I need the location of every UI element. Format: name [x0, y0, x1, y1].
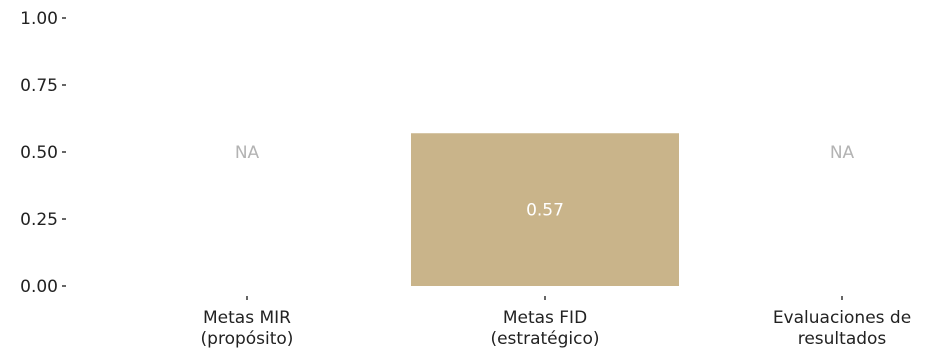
x-tick-label: Evaluaciones de resultados [773, 308, 911, 349]
bar [411, 133, 679, 286]
x-tick-label: Metas FID (estratégico) [490, 308, 599, 349]
bar-value-label: 0.57 [526, 201, 564, 221]
x-tick-label-line: Evaluaciones de [773, 308, 911, 328]
x-tick-label: Metas MIR (propósito) [201, 308, 294, 349]
y-axis: 0.00 0.25 0.50 0.75 1.00 [20, 9, 66, 297]
na-label: NA [830, 143, 855, 163]
x-axis: Metas MIR (propósito) Metas FID (estratégic… [201, 296, 911, 349]
data-labels: NA 0.57 NA [235, 143, 855, 221]
y-tick-label: 1.00 [20, 9, 58, 29]
y-tick-label: 0.50 [20, 143, 58, 163]
x-tick-label-line: (propósito) [201, 329, 294, 349]
na-label: NA [235, 143, 260, 163]
y-tick-label: 0.00 [20, 277, 58, 297]
bars [411, 133, 679, 286]
y-tick-label: 0.25 [20, 210, 58, 230]
x-tick-label-line: Metas FID [503, 308, 587, 328]
x-tick-label-line: resultados [798, 329, 887, 349]
y-tick-label: 0.75 [20, 76, 58, 96]
x-tick-label-line: Metas MIR [203, 308, 291, 328]
x-tick-label-line: (estratégico) [490, 329, 599, 349]
